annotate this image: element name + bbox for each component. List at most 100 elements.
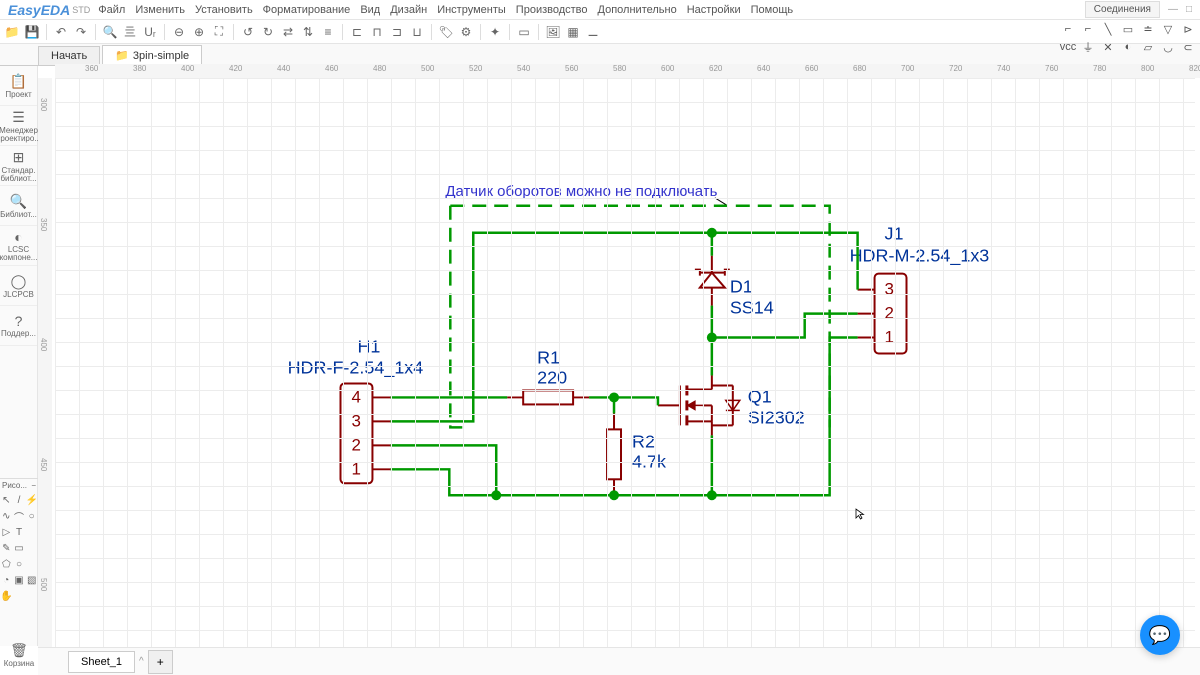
sheet-dropdown-icon[interactable]: ^ — [139, 656, 144, 667]
chat-button[interactable]: 💬 — [1140, 615, 1180, 655]
left-panel-LCSC к[interactable]: ◐LCSC компоне... — [0, 226, 37, 266]
ground-icon[interactable]: ▽ — [1160, 22, 1176, 36]
drawing-tools-title: Рисо... — [2, 481, 27, 490]
flip-h-icon[interactable]: ⇄ — [280, 24, 296, 40]
drawing-tools-panel: Рисо...− ↖ / ⚡ ∿ ⌒ ○ ▷ T ✎ ▭ ⬠ ○ ◔ ▣ ▧ ✋ — [0, 478, 38, 604]
rect-tool-icon[interactable]: ▭ — [13, 540, 26, 556]
menu-bar: EasyEDA STD Файл Изменить Установить Формат… — [0, 0, 1200, 20]
trash-label: Корзина — [4, 659, 34, 668]
maximize-icon[interactable]: □ — [1186, 4, 1192, 15]
minimize-icon[interactable]: — — [1168, 4, 1178, 15]
arc-icon[interactable]: ⌒ — [13, 508, 26, 524]
left-panel-Поддер[interactable]: ?Поддер... — [0, 306, 37, 346]
ellipse-tool-icon[interactable]: ○ — [13, 556, 26, 572]
gnd-icon[interactable]: ⏚ — [1080, 40, 1096, 54]
hand-tool-icon[interactable]: ✋ — [0, 588, 13, 604]
sheet-tab[interactable]: Sheet_1 — [68, 651, 135, 673]
zoom-in-icon[interactable]: ⊕ — [191, 24, 207, 40]
menu-item-Инструменты[interactable]: Инструменты — [437, 4, 506, 16]
trash-icon: 🗑 — [10, 642, 28, 659]
menu-item-Настройки[interactable]: Настройки — [687, 4, 741, 16]
left-panel-Менедж[interactable]: ☰Менеджер проектиро... — [0, 106, 37, 146]
tab-3pin-simple[interactable]: 📁3pin-simple — [102, 45, 202, 65]
redo-icon[interactable]: ↷ — [73, 24, 89, 40]
app-logo: EasyEDA — [8, 2, 70, 18]
toolbar: 📁 💾 ↶ ↷ 🔍 亖 Uᵣ ⊖ ⊕ ⛶ ↺ ↻ ⇄ ⇅ ≡ ⊏ ⊓ ⊐ ⊔ 🏷… — [0, 20, 1200, 44]
menu-item-Изменить[interactable]: Изменить — [135, 4, 185, 16]
board-icon[interactable]: ▭ — [516, 24, 532, 40]
magic-icon[interactable]: ✦ — [487, 24, 503, 40]
align-icon[interactable]: ≡ — [320, 24, 336, 40]
bottom-bar: Sheet_1 ^ + — [38, 647, 1200, 675]
vcc-icon[interactable]: vcc — [1060, 40, 1076, 54]
menu-item-Вид[interactable]: Вид — [360, 4, 380, 16]
image-tool-icon[interactable]: ▣ — [13, 572, 26, 588]
menu-item-Производство[interactable]: Производство — [516, 4, 588, 16]
text-icon[interactable]: 亖 — [122, 24, 138, 40]
select-tool-icon[interactable]: ↖ — [0, 492, 13, 508]
align-left-icon[interactable]: ⊏ — [349, 24, 365, 40]
horizontal-ruler: 3603804004204404604805005205405605806006… — [55, 64, 1200, 78]
label-icon[interactable]: ▱ — [1140, 40, 1156, 54]
line-draw-icon[interactable]: / — [13, 492, 26, 508]
schematic-canvas[interactable]: Датчик оборотов можно не подключатьH1HDR… — [55, 78, 1195, 647]
gear-icon[interactable]: ⚙ — [458, 24, 474, 40]
chat-icon: 💬 — [1149, 625, 1171, 646]
ruler-tool-icon[interactable]: ▧ — [25, 572, 38, 588]
cursor-icon — [855, 508, 867, 520]
polygon-tool-icon[interactable]: ⬠ — [0, 556, 13, 572]
zigzag-icon[interactable]: ⚡ — [25, 492, 38, 508]
search-icon[interactable]: 🔍 — [102, 24, 118, 40]
align-right-icon[interactable]: ⊐ — [389, 24, 405, 40]
folder-icon[interactable]: 📁 — [4, 24, 20, 40]
left-panel-Проект[interactable]: 📋Проект — [0, 66, 37, 106]
menu-item-Форматирование[interactable]: Форматирование — [263, 4, 351, 16]
bus-tool-icon[interactable]: ⌐ — [1080, 22, 1096, 36]
rotate-left-icon[interactable]: ↺ — [240, 24, 256, 40]
pen-tool-icon[interactable]: ✎ — [0, 540, 13, 556]
trash-button[interactable]: 🗑 Корзина — [0, 635, 38, 675]
pie-tool-icon[interactable]: ◔ — [0, 572, 13, 588]
circle-tool-icon[interactable]: ○ — [25, 508, 38, 524]
noconnect-icon[interactable]: ✕ — [1100, 40, 1116, 54]
netport-icon[interactable]: ◐ — [1120, 40, 1136, 54]
align-center-icon[interactable]: ⊓ — [369, 24, 385, 40]
net-label-icon[interactable]: ▭ — [1120, 22, 1136, 36]
menu-item-Файл[interactable]: Файл — [98, 4, 125, 16]
connections-button[interactable]: Соединения — [1085, 1, 1160, 18]
bezier-icon[interactable]: ∿ — [0, 508, 13, 524]
align-top-icon[interactable]: ⊔ — [409, 24, 425, 40]
bracket-icon[interactable]: ⊂ — [1180, 40, 1196, 54]
power-icon[interactable]: ≐ — [1140, 22, 1156, 36]
zoom-out-icon[interactable]: ⊖ — [171, 24, 187, 40]
left-panel-Станда[interactable]: ⊞Стандар. библиот... — [0, 146, 37, 186]
rotate-right-icon[interactable]: ↻ — [260, 24, 276, 40]
line-tool-icon[interactable]: ╲ — [1100, 22, 1116, 36]
wiring-tools-panel: ⌐ ⌐ ╲ ▭ ≐ ▽ ⊳ vcc ⏚ ✕ ◐ ▱ ◡ ⊂ — [1060, 22, 1196, 54]
tag-icon[interactable]: 🏷 — [438, 24, 454, 40]
flip-v-icon[interactable]: ⇅ — [300, 24, 316, 40]
fit-icon[interactable]: ⛶ — [211, 24, 227, 40]
port-icon[interactable]: ⊳ — [1180, 22, 1196, 36]
save-icon[interactable]: 💾 — [24, 24, 40, 40]
undo-icon[interactable]: ↶ — [53, 24, 69, 40]
menu-item-Дизайн[interactable]: Дизайн — [390, 4, 427, 16]
collapse-icon[interactable]: − — [31, 481, 36, 490]
link-icon[interactable]: Uᵣ — [142, 24, 158, 40]
off-icon[interactable]: ◡ — [1160, 40, 1176, 54]
arrow-tool-icon[interactable]: ▷ — [0, 524, 13, 540]
tab-Начать[interactable]: Начать — [38, 46, 100, 65]
edition-badge: STD — [72, 5, 90, 15]
menu-item-Дополнительно[interactable]: Дополнительно — [598, 4, 677, 16]
menu-item-Установить[interactable]: Установить — [195, 4, 253, 16]
add-sheet-button[interactable]: + — [148, 650, 173, 674]
document-tabs: Начать📁3pin-simple — [0, 44, 1200, 66]
chip-icon[interactable]: ▦ — [565, 24, 581, 40]
text-tool-icon[interactable]: T — [13, 524, 26, 540]
share-icon[interactable]: ⚊ — [585, 24, 601, 40]
wire-tool-icon[interactable]: ⌐ — [1060, 22, 1076, 36]
left-panel-Библио[interactable]: 🔍Библиот... — [0, 186, 37, 226]
left-panel-JLCPCB[interactable]: ◯JLCPCB — [0, 266, 37, 306]
menu-item-Помощь[interactable]: Помощь — [751, 4, 794, 16]
image-icon[interactable]: 🖼 — [545, 24, 561, 40]
